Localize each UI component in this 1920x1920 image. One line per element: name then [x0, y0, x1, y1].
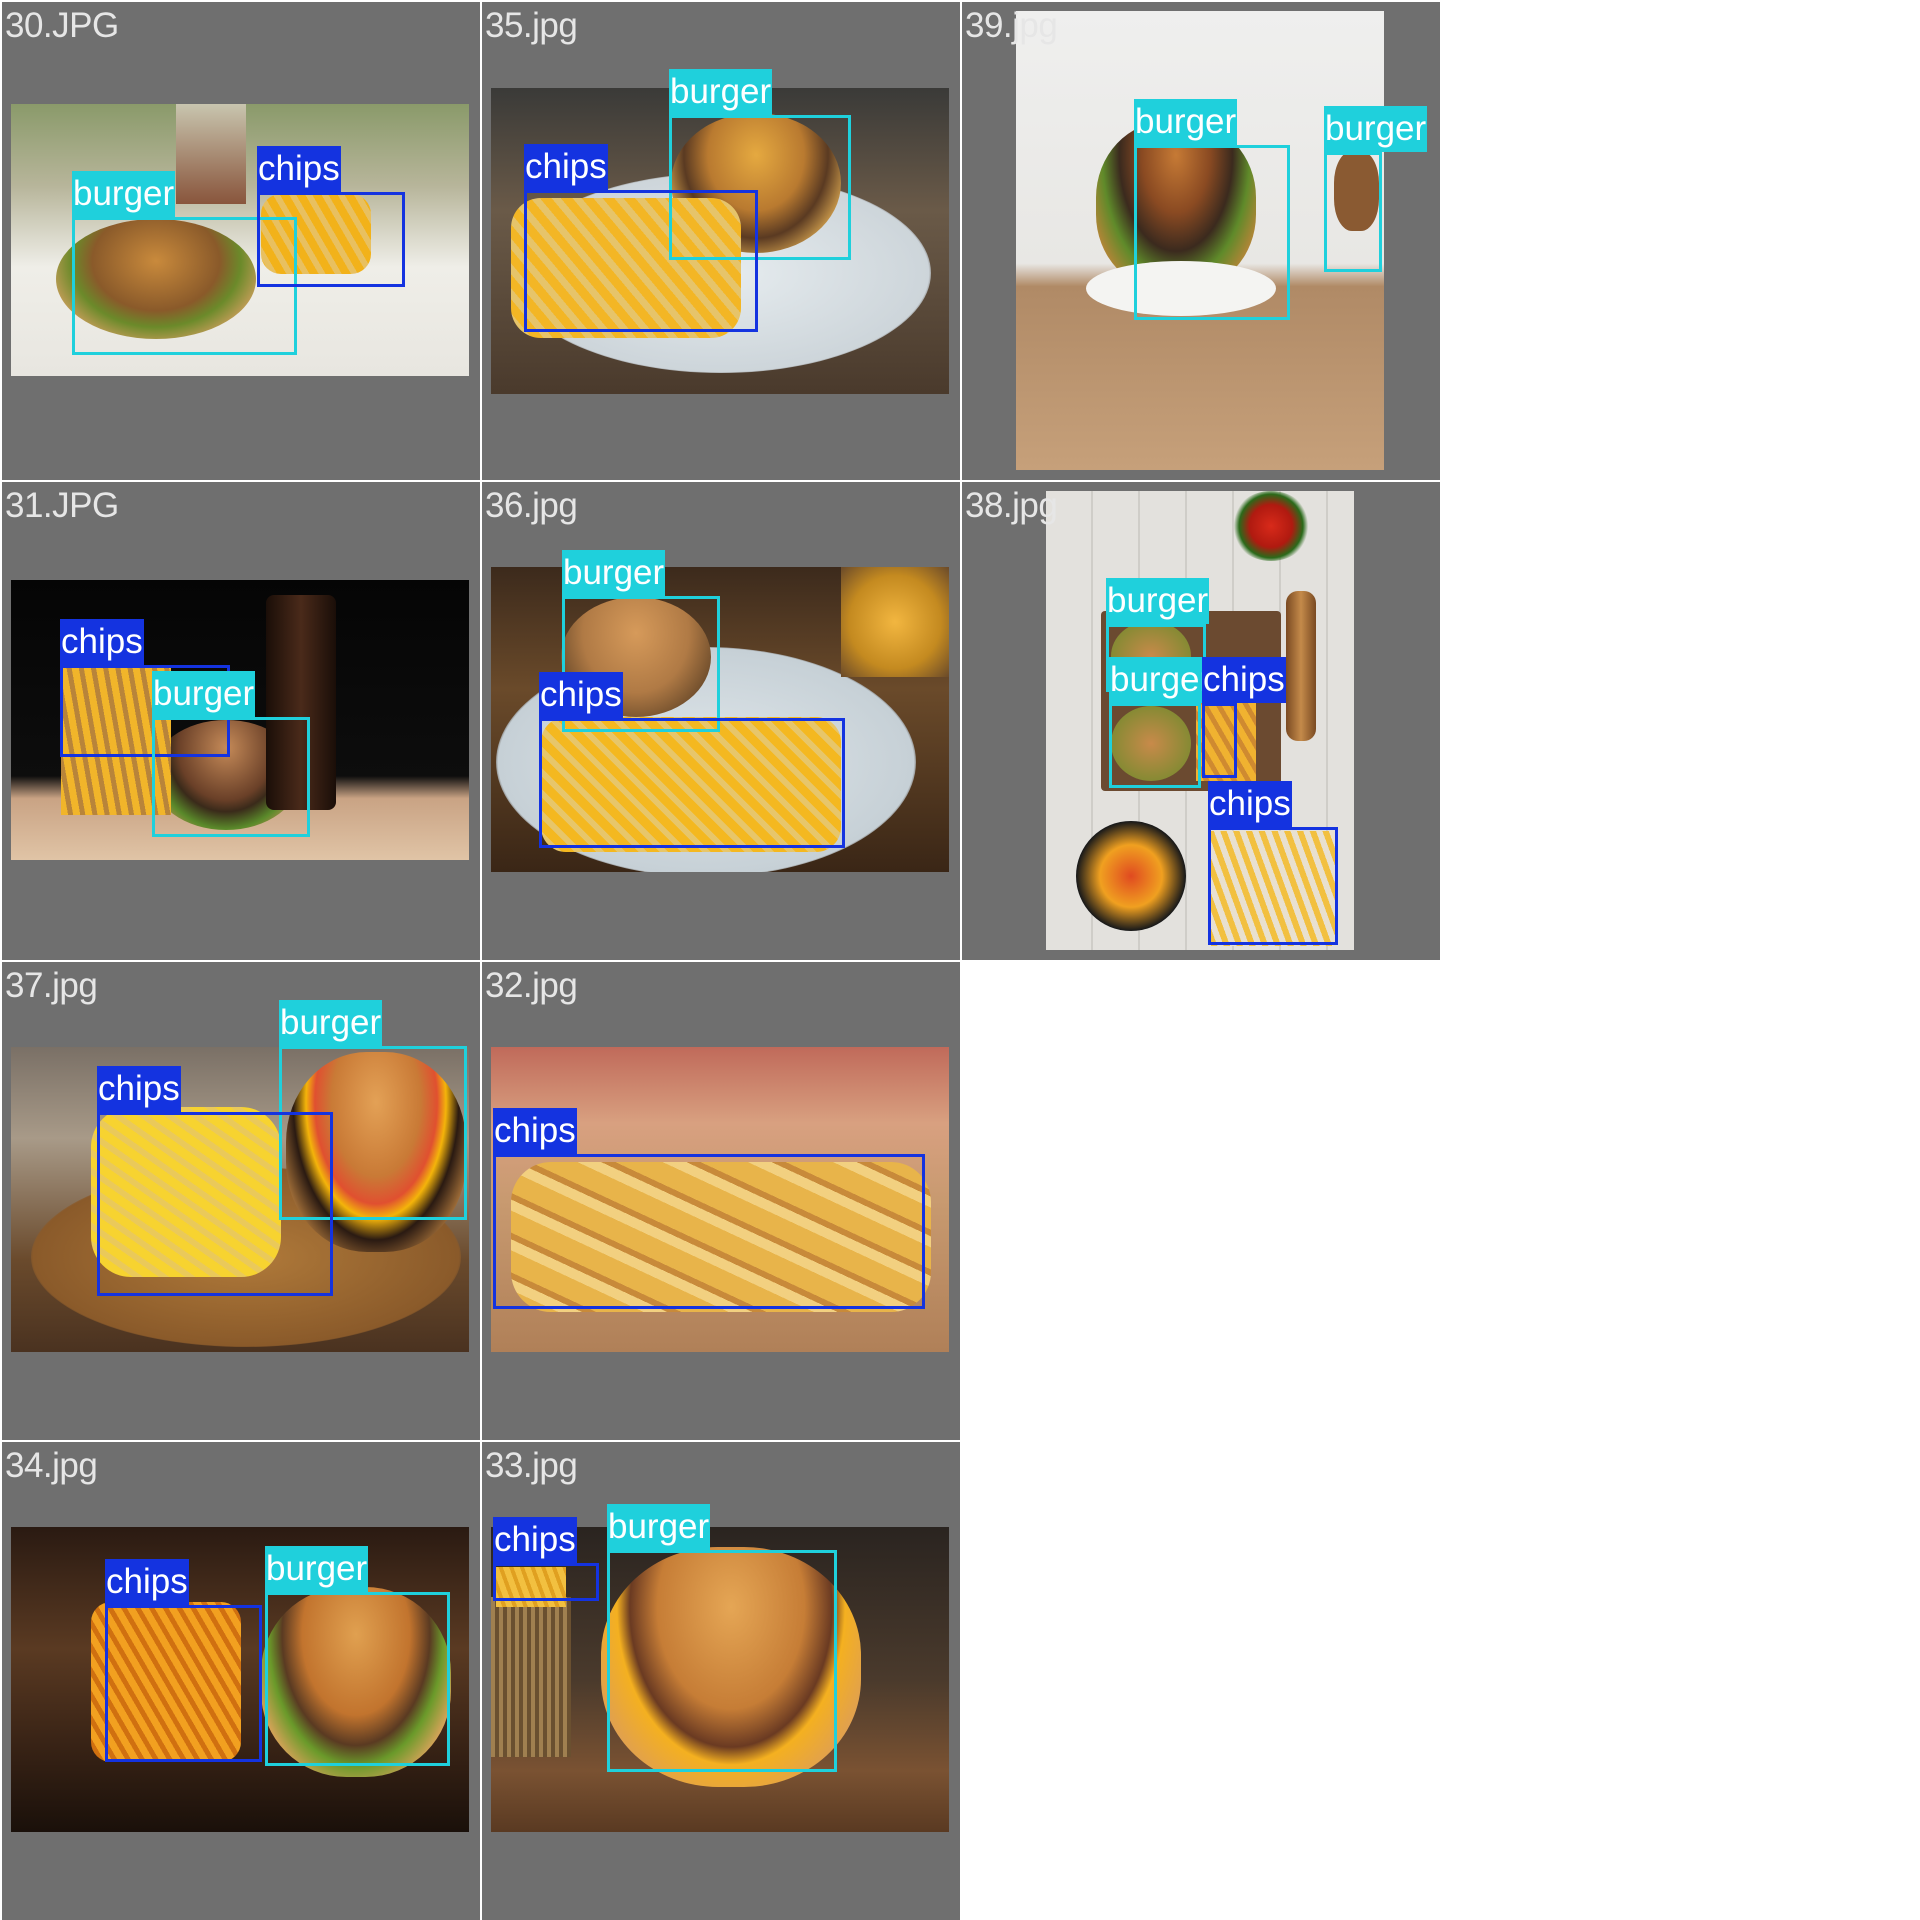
detection-label: burger — [607, 1504, 710, 1550]
tile-filename: 37.jpg — [5, 966, 97, 1006]
tile-filename: 34.jpg — [5, 1446, 97, 1486]
tile-filename: 35.jpg — [485, 6, 577, 46]
detection-label: burger — [1134, 99, 1237, 145]
tile-filename: 32.jpg — [485, 966, 577, 1006]
tile-36[interactable]: 36.jpg burger chips — [482, 482, 960, 960]
detection-label: chips — [493, 1517, 577, 1563]
tile-33[interactable]: 33.jpg chips burger — [482, 1442, 960, 1920]
detection-box-burger: burger — [1324, 152, 1382, 272]
detection-box-chips: chips — [539, 718, 845, 848]
detection-box-burger: burger — [1134, 145, 1290, 320]
tile-filename: 31.JPG — [5, 486, 119, 526]
detection-label: chips — [524, 144, 608, 190]
detection-box-burger: burger — [1109, 703, 1201, 788]
detection-label: chips — [257, 146, 341, 192]
tile-31[interactable]: 31.JPG chips burger — [2, 482, 480, 960]
detection-label: chips — [97, 1066, 181, 1112]
detection-label: chips — [1208, 781, 1292, 827]
tile-35[interactable]: 35.jpg burger chips — [482, 2, 960, 480]
detection-label: burger — [669, 69, 772, 115]
tile-32[interactable]: 32.jpg chips — [482, 962, 960, 1440]
tile-filename: 33.jpg — [485, 1446, 577, 1486]
detection-label: burger — [1324, 106, 1427, 152]
tile-37[interactable]: 37.jpg burger chips — [2, 962, 480, 1440]
detection-label: burger — [1106, 578, 1209, 624]
tile-30[interactable]: 30.JPG burger chips — [2, 2, 480, 480]
detection-label: chips — [105, 1559, 189, 1605]
detection-label: chips — [493, 1108, 577, 1154]
detection-box-chips: chips — [1208, 827, 1338, 945]
detection-box-chips: chips — [493, 1563, 599, 1601]
detection-label: burger — [562, 550, 665, 596]
tile-filename: 30.JPG — [5, 6, 119, 46]
detection-label: chips — [1202, 657, 1286, 703]
tile-38[interactable]: 38.jpg burger burger chips chips — [962, 482, 1440, 960]
detection-box-chips: chips — [1202, 703, 1237, 778]
detection-box-chips: chips — [257, 192, 405, 287]
detection-box-chips: chips — [97, 1112, 333, 1296]
detection-box-chips: chips — [105, 1605, 262, 1762]
detection-label: burger — [152, 671, 255, 717]
detection-label: burger — [265, 1546, 368, 1592]
detection-label: burger — [279, 1000, 382, 1046]
detection-box-burger: burger — [265, 1592, 450, 1766]
tile-filename: 36.jpg — [485, 486, 577, 526]
detection-box-burger: burger — [152, 717, 310, 837]
tile-filename: 39.jpg — [965, 6, 1057, 46]
detection-label: burger — [72, 171, 175, 217]
tile-filename: 38.jpg — [965, 486, 1057, 526]
detection-box-burger: burger — [607, 1550, 837, 1772]
detection-label: chips — [60, 619, 144, 665]
detection-label: chips — [539, 672, 623, 718]
detection-label: burger — [1109, 657, 1212, 703]
detection-box-chips: chips — [524, 190, 758, 332]
detection-box-chips: chips — [493, 1154, 925, 1309]
tile-39[interactable]: 39.jpg burger burger — [962, 2, 1440, 480]
tile-34[interactable]: 34.jpg chips burger — [2, 1442, 480, 1920]
